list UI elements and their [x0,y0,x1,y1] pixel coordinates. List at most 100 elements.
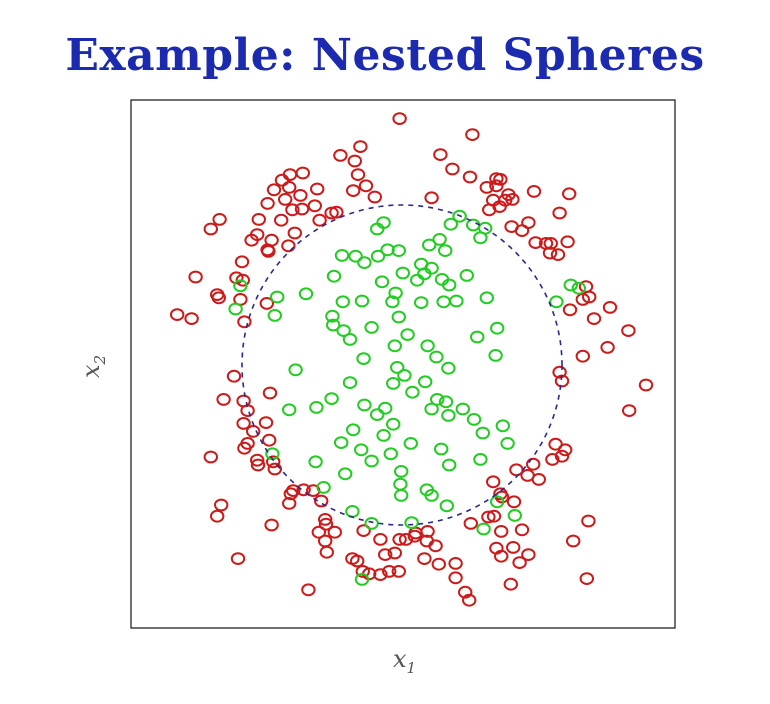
series-1-point-93 [394,465,409,478]
x-axis-label: x1 [393,645,416,677]
series-1-point-71 [424,402,439,416]
series-0-point-55 [560,235,575,249]
series-1-point-92 [338,467,353,481]
series-0-point-158 [382,565,397,578]
series-1-point-33 [354,294,370,308]
series-1-point-103 [404,516,419,529]
series-0-point-128 [463,517,478,530]
series-1-point-54 [356,352,371,366]
series-1-point-59 [397,369,412,382]
y-axis-label-sub: 2 [91,355,109,366]
series-0-point-110 [526,457,541,471]
series-0-point-142 [506,541,521,554]
series-1-point-36 [385,295,400,309]
series-1-point-3 [466,218,481,232]
series-1-point-48 [400,328,415,342]
series-1-point-26 [571,281,586,295]
series-0-point-167 [462,593,477,607]
series-1-point-96 [316,481,331,494]
series-0-point-84 [262,386,278,400]
series-0-point-13 [358,179,374,193]
series-0-point-53 [244,233,259,247]
series-0-point-155 [494,549,509,563]
series-1-point-70 [282,403,297,417]
series-0-point-73 [170,308,185,322]
series-1-point-57 [390,361,405,374]
series-1-point-82 [403,437,418,450]
series-0-point-121 [210,509,225,523]
series-0-point-130 [581,514,596,528]
series-1-point-39 [228,302,243,316]
series-1-point-106 [354,573,370,586]
series-0-point-16 [479,181,494,194]
series-1-point-79 [475,426,490,440]
series-0-point-64 [235,273,251,287]
series-0-point-45 [312,213,327,227]
series-1-point-49 [470,330,485,344]
series-1-point-12 [334,249,350,262]
series-0-point-131 [356,524,371,537]
series-0-point-4 [433,148,448,162]
series-1-point-45 [490,321,505,335]
series-0-point-157 [373,568,388,581]
series-0-point-124 [318,517,334,531]
series-0-point-100 [558,443,573,457]
series-0-point-76 [184,312,199,326]
series-1-point-63 [405,385,420,399]
series-0-point-161 [512,556,527,569]
series-0-point-93 [258,416,274,430]
series-1-point-50 [342,333,358,346]
series-0-point-82 [622,404,637,418]
series-0-point-138 [398,533,414,546]
series-0-point-141 [514,523,530,537]
series-1-point-31 [298,287,314,301]
series-1-point-19 [326,269,342,283]
series-1-point-58 [288,363,303,377]
series-1-point-64 [430,393,445,406]
series-0-point-38 [251,213,266,226]
series-0-point-42 [274,213,289,227]
series-0-point-96 [237,441,252,455]
series-0-point-151 [431,557,446,571]
series-1-point-76 [466,413,482,426]
series-1-point-47 [336,324,351,338]
series-0 [170,112,654,607]
series-1-point-5 [370,222,385,236]
series-1 [228,209,586,586]
series-1-point-28 [233,279,248,293]
series-0-point-140 [494,525,509,538]
series-0-point-66 [575,293,590,306]
series-0-point-164 [458,585,473,599]
series-1-point-81 [334,436,349,450]
series-0-point-78 [237,315,252,329]
series-0-point-80 [600,341,615,354]
series-1-point-91 [442,458,457,472]
series-0-point-19 [282,181,297,194]
series-1-point-11 [438,244,453,258]
series-1-point-8 [380,243,395,257]
series-0-point-2 [353,140,368,154]
series-0-point-5 [347,154,362,168]
series-1-point-20 [417,267,432,281]
series-1-point-46 [364,321,379,334]
series-1-point-6 [473,231,488,245]
series-0-point-129 [486,509,502,523]
series-0-point-74 [562,303,578,317]
series-1-point-44 [326,318,341,332]
series-1-point-87 [383,447,398,461]
series-1-point-102 [507,509,522,522]
series-0-point-61 [234,255,250,269]
series-1-point-37 [414,296,429,310]
series-0-point-139 [407,529,422,543]
series-0-point-147 [387,546,402,560]
series-1-point-105 [476,522,491,536]
points-layer [170,112,654,607]
series-0-point-111 [531,473,546,486]
series-0-point-10 [493,173,508,186]
series-0-point-120 [214,498,229,512]
series-0-point-44 [514,224,530,238]
series-0-point-15 [489,179,504,193]
series-1-point-22 [410,273,425,287]
series-1-point-68 [378,401,393,415]
